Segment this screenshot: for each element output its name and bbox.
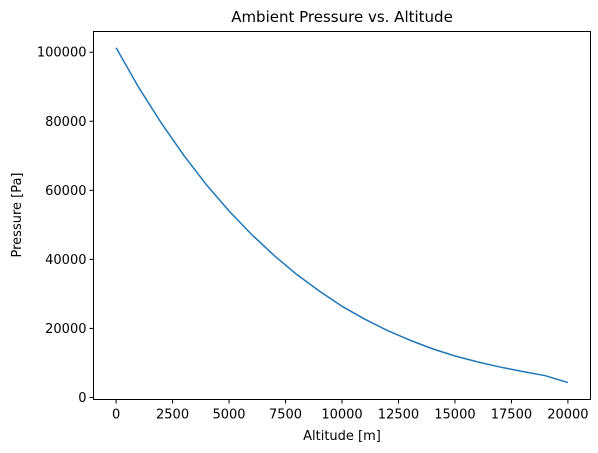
chart-title: Ambient Pressure vs. Altitude — [231, 8, 453, 26]
x-tick-label: 0 — [112, 408, 120, 423]
y-tick-label: 0 — [78, 391, 86, 406]
x-tick-label: 12500 — [378, 408, 419, 423]
x-tick-label: 15000 — [434, 408, 475, 423]
x-axis: 0 2500 5000 7500 10000 12500 15000 17500 20000 — [112, 400, 589, 423]
y-tick-label: 60000 — [45, 184, 86, 199]
y-tick-label: 80000 — [45, 115, 86, 130]
plot-frame — [94, 32, 591, 400]
series-layer — [116, 48, 568, 383]
x-tick-label: 20000 — [547, 408, 588, 423]
y-tick-label: 40000 — [45, 253, 86, 268]
series-line-0 — [116, 48, 568, 383]
x-tick-label: 17500 — [491, 408, 532, 423]
y-axis: 0 20000 40000 60000 80000 100000 — [37, 46, 94, 406]
y-axis-label: Pressure [Pa] — [10, 172, 25, 257]
x-tick-label: 10000 — [321, 408, 362, 423]
plot-area — [94, 32, 591, 400]
x-axis-label: Altitude [m] — [303, 429, 381, 444]
x-tick-label: 5000 — [212, 408, 245, 423]
x-tick-label: 7500 — [269, 408, 302, 423]
x-tick-label: 2500 — [156, 408, 189, 423]
y-tick-label: 100000 — [37, 46, 87, 61]
y-tick-label: 20000 — [45, 322, 86, 337]
